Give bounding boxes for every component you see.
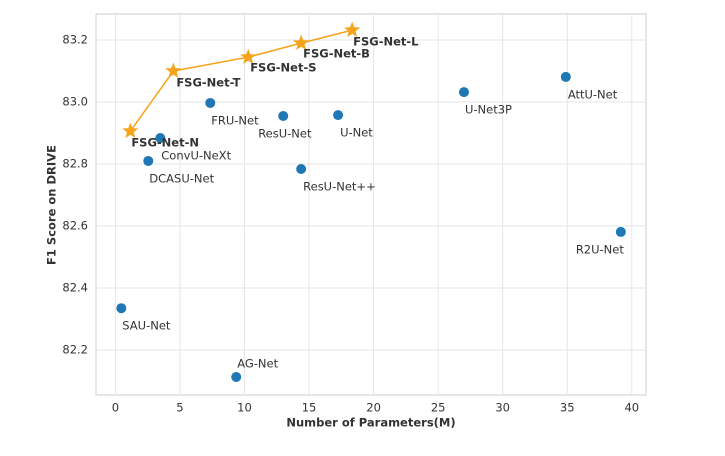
- star-point: [122, 122, 139, 139]
- point-label: FRU-Net: [211, 113, 259, 127]
- x-tick-label: 25: [431, 401, 446, 415]
- point-label: FSG-Net-S: [250, 61, 316, 75]
- y-tick-label: 83.2: [62, 33, 88, 47]
- point: [615, 226, 626, 237]
- point: [458, 87, 469, 98]
- star-point: [165, 62, 182, 78]
- x-tick-label: 15: [302, 401, 317, 415]
- x-tick-label: 10: [237, 401, 252, 415]
- y-tick-label: 82.2: [62, 343, 88, 357]
- x-tick-label: 40: [624, 401, 639, 415]
- point-label: AttU-Net: [568, 87, 618, 101]
- y-tick-label: 83.0: [62, 95, 88, 109]
- point-label: ResU-Net++: [303, 180, 376, 194]
- point-label: FSG-Net-B: [303, 47, 370, 61]
- point-label: AG-Net: [237, 357, 278, 371]
- x-tick-label: 5: [176, 401, 183, 415]
- grid: [96, 14, 646, 395]
- star-point: [240, 48, 257, 64]
- point-label: FSG-Net-L: [353, 35, 419, 49]
- star-point: [344, 21, 361, 37]
- point-label: U-Net3P: [465, 103, 512, 117]
- point: [143, 155, 154, 166]
- x-tick-label: 30: [495, 401, 510, 415]
- x-axis-title: Number of Parameters(M): [286, 416, 455, 430]
- point-label: SAU-Net: [122, 319, 171, 333]
- point-label: FSG-Net-T: [176, 76, 240, 90]
- y-tick-label: 82.6: [62, 219, 88, 233]
- x-tick-label: 0: [112, 401, 119, 415]
- point: [278, 110, 289, 121]
- point-label: ResU-Net: [258, 126, 312, 140]
- y-tick-label: 82.4: [62, 281, 88, 295]
- point-label: ConvU-NeXt: [161, 149, 231, 163]
- point: [333, 110, 344, 121]
- point: [231, 372, 242, 383]
- point: [155, 133, 166, 144]
- x-tick-label: 20: [366, 401, 381, 415]
- point-label: DCASU-Net: [149, 171, 214, 185]
- y-axis-title: F1 Score on DRIVE: [45, 145, 59, 265]
- star-point: [293, 34, 310, 51]
- x-tick-label: 35: [560, 401, 575, 415]
- plot-area: [95, 13, 647, 396]
- point-label: U-Net: [340, 126, 373, 140]
- y-tick-label: 82.8: [62, 157, 88, 171]
- point-label: R2U-Net: [576, 242, 625, 256]
- point: [116, 303, 127, 314]
- point: [560, 71, 571, 82]
- point-label: FSG-Net-N: [131, 136, 199, 150]
- point: [296, 164, 307, 175]
- point: [205, 97, 216, 108]
- marks: [116, 21, 626, 383]
